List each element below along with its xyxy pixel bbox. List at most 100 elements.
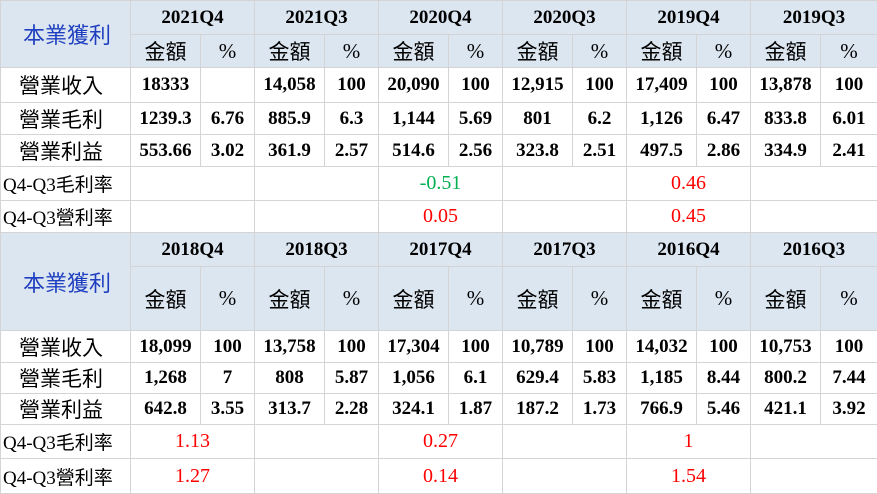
row-label: 營業利益 [1,135,131,167]
period-header: 2019Q4 [627,1,751,35]
value-cell: 800.2 [751,363,821,394]
ratio-cell: 1.27 [131,459,255,494]
sub-header: 金額 [131,267,201,331]
value-cell: 6.01 [821,103,877,135]
value-cell: 629.4 [503,363,573,394]
ratio-cell: 0.46 [627,167,751,201]
ratio-cell [255,201,379,233]
value-cell: 100 [325,68,379,103]
sub-header: 金額 [503,267,573,331]
sub-header: % [325,267,379,331]
ratio-cell [255,425,379,459]
period-header: 2016Q4 [627,233,751,267]
sub-header: % [821,267,877,331]
value-cell: 100 [449,68,503,103]
row-label: 營業毛利 [1,363,131,394]
ratio-cell [503,167,627,201]
sub-header: 金額 [131,35,201,68]
value-cell: 17,409 [627,68,697,103]
value-cell: 1,185 [627,363,697,394]
block-title: 本業獲利 [1,233,131,331]
value-cell: 18333 [131,68,201,103]
sub-header: 金額 [627,35,697,68]
value-cell: 7.44 [821,363,877,394]
period-header: 2020Q4 [379,1,503,35]
value-cell: 1.73 [573,394,627,425]
value-cell: 10,789 [503,331,573,363]
ratio-cell [255,459,379,494]
value-cell: 514.6 [379,135,449,167]
value-cell: 18,099 [131,331,201,363]
value-cell: 8.44 [697,363,751,394]
row-label: 營業毛利 [1,103,131,135]
value-cell: 6.76 [201,103,255,135]
sub-header: % [201,35,255,68]
value-cell: 885.9 [255,103,325,135]
value-cell: 808 [255,363,325,394]
ratio-cell: 0.27 [379,425,503,459]
value-cell: 6.1 [449,363,503,394]
period-header: 2019Q3 [751,1,877,35]
value-cell: 10,753 [751,331,821,363]
ratio-cell [751,167,877,201]
value-cell: 100 [821,331,877,363]
sub-header: 金額 [503,35,573,68]
period-header: 2017Q3 [503,233,627,267]
value-cell: 20,090 [379,68,449,103]
sub-header: % [573,267,627,331]
value-cell: 642.8 [131,394,201,425]
block-title: 本業獲利 [1,1,131,68]
value-cell: 100 [697,68,751,103]
value-cell: 187.2 [503,394,573,425]
table-row: 金額%金額%金額%金額%金額%金額% [1,267,877,331]
period-header: 2016Q3 [751,233,877,267]
row-label: 營業利益 [1,394,131,425]
sub-header: % [201,267,255,331]
sub-header: 金額 [627,267,697,331]
ratio-cell [751,459,877,494]
value-cell: 2.41 [821,135,877,167]
ratio-label: Q4-Q3營利率 [1,201,131,233]
value-cell: 1239.3 [131,103,201,135]
ratio-cell: -0.51 [379,167,503,201]
ratio-cell: 1 [627,425,751,459]
value-cell: 323.8 [503,135,573,167]
ratio-cell [503,425,627,459]
value-cell: 766.9 [627,394,697,425]
value-cell: 1,126 [627,103,697,135]
sub-header: 金額 [255,35,325,68]
value-cell: 14,058 [255,68,325,103]
value-cell: 14,032 [627,331,697,363]
value-cell: 100 [821,68,877,103]
sub-header: % [325,35,379,68]
value-cell: 334.9 [751,135,821,167]
value-cell: 2.28 [325,394,379,425]
ratio-cell [131,167,255,201]
value-cell: 100 [573,331,627,363]
value-cell: 2.51 [573,135,627,167]
ratio-cell [503,459,627,494]
value-cell: 2.56 [449,135,503,167]
sub-header: % [697,267,751,331]
value-cell: 7 [201,363,255,394]
value-cell: 6.3 [325,103,379,135]
period-header: 2018Q4 [131,233,255,267]
sub-header: 金額 [255,267,325,331]
sub-header: 金額 [751,35,821,68]
period-header: 2018Q3 [255,233,379,267]
value-cell: 1.87 [449,394,503,425]
value-cell: 3.55 [201,394,255,425]
value-cell: 553.66 [131,135,201,167]
ratio-cell: 0.14 [379,459,503,494]
value-cell: 2.86 [697,135,751,167]
value-cell: 3.92 [821,394,877,425]
